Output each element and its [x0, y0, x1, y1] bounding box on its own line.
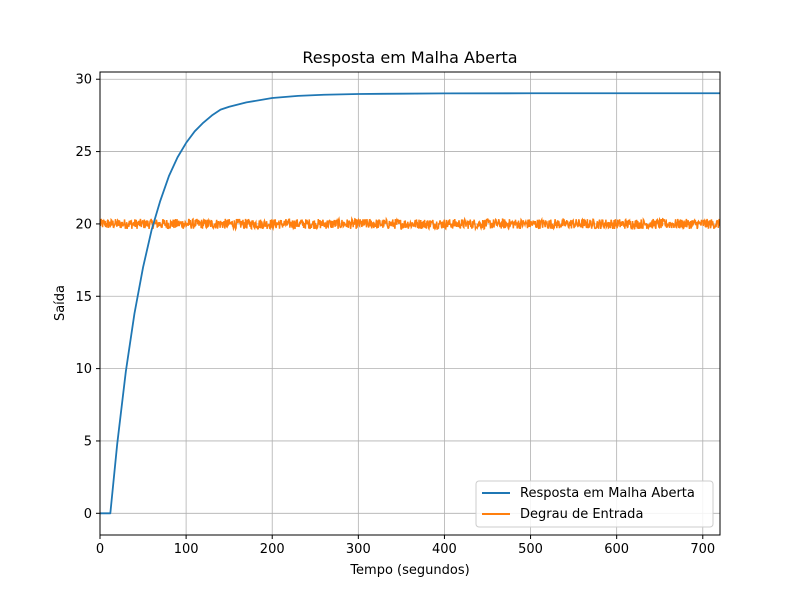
y-tick-label: 25 [75, 145, 92, 160]
x-tick-label: 500 [518, 542, 543, 557]
grid-lines [99, 72, 720, 535]
chart-title: Resposta em Malha Aberta [302, 48, 517, 67]
x-tick-label: 200 [260, 542, 285, 557]
x-tick-label: 700 [690, 542, 715, 557]
series-line-resposta-em-malha-aberta [100, 92, 720, 515]
series-line-degrau-de-entrada [100, 216, 720, 232]
series-layer [100, 92, 720, 515]
y-tick-label: 20 [75, 217, 92, 232]
y-axis-label: Saída [53, 285, 68, 321]
legend-label-resposta: Resposta em Malha Aberta [520, 486, 695, 501]
legend: Resposta em Malha Aberta Degrau de Entra… [475, 480, 714, 528]
plot-frame [99, 71, 721, 536]
x-axis-label: Tempo (segundos) [349, 563, 469, 578]
legend-label-degrau: Degrau de Entrada [520, 507, 643, 522]
x-tick-label: 300 [346, 542, 371, 557]
x-tick-label: 100 [174, 542, 199, 557]
y-tick-label: 15 [75, 290, 92, 305]
y-tick-label: 30 [75, 73, 92, 88]
x-tick-label: 600 [604, 542, 629, 557]
y-tick-label: 10 [75, 362, 92, 377]
y-tick-label: 5 [84, 434, 92, 449]
legend-box [475, 480, 714, 528]
x-tick-label: 400 [432, 542, 457, 557]
x-tick-label: 0 [96, 542, 104, 557]
axis-ticks: 0 100 200 300 400 500 600 700 0 5 10 15 20 25 30 [75, 73, 715, 557]
y-tick-label: 0 [84, 507, 92, 522]
